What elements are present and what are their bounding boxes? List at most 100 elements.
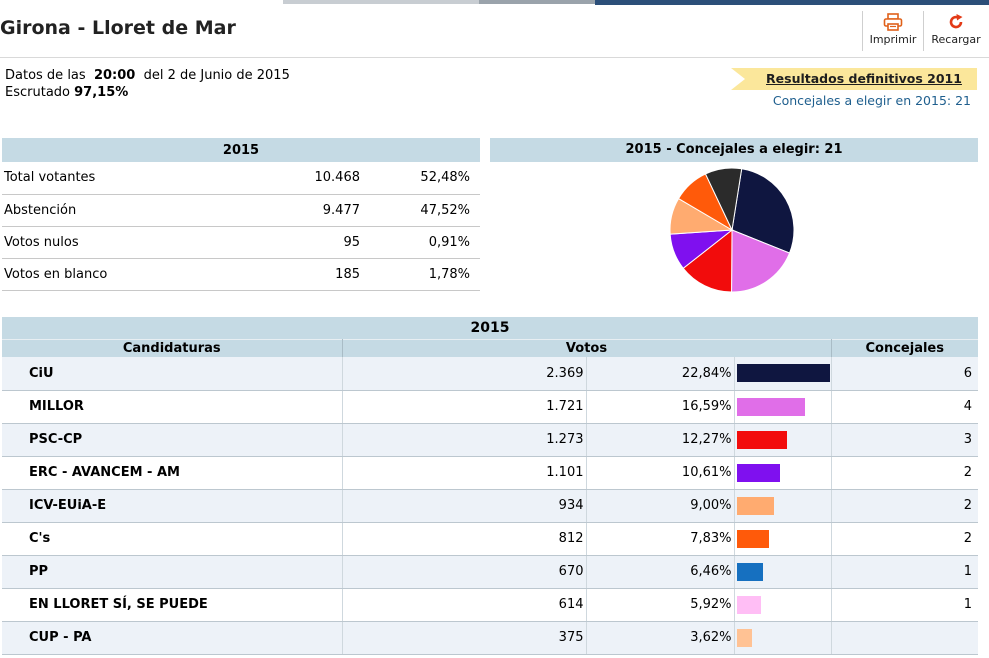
- summary-row: Total votantes 10.468 52,48%: [2, 162, 480, 195]
- escrutado-label: Escrutado: [5, 85, 70, 100]
- summary-table: 2015 Total votantes 10.468 52,48% Absten…: [2, 138, 480, 291]
- seats-pie-chart: [669, 167, 795, 293]
- summary-value: 185: [230, 258, 360, 291]
- party-vote-bar: [736, 430, 787, 449]
- seats-pie-panel: 2015 - Concejales a elegir: 21: [490, 138, 978, 293]
- party-vote-bar: [736, 562, 763, 581]
- party-pct: 7,83%: [586, 522, 735, 556]
- party-pct: 16,59%: [586, 390, 735, 424]
- party-seats: 3: [831, 423, 978, 457]
- party-bar-cell: [734, 390, 832, 424]
- results-table: 2015 Candidaturas Votos Concejales CiU 2.…: [2, 317, 978, 655]
- ribbon-shape: [731, 68, 977, 90]
- party-bar-cell: [734, 522, 832, 556]
- summary-pct: 52,48%: [360, 162, 480, 195]
- party-seats: 1: [831, 588, 978, 622]
- pie-slice: [704, 167, 743, 232]
- party-seats: 4: [831, 390, 978, 424]
- party-votes: 614: [342, 588, 587, 622]
- party-pct: 22,84%: [586, 357, 735, 391]
- party-bar-cell: [734, 621, 832, 655]
- page-header: Girona - Lloret de Mar Imprimir Recargar: [0, 5, 989, 58]
- result-row: PP 670 6,46% 1: [2, 555, 978, 589]
- party-votes: 934: [342, 489, 587, 523]
- summary-label: Votos en blanco: [2, 258, 230, 291]
- result-row: EN LLORET SÍ, SE PUEDE 614 5,92% 1: [2, 588, 978, 622]
- scrutiny-info: Datos de las 20:00 del 2 de Junio de 201…: [5, 67, 290, 101]
- pie-slice: [682, 228, 733, 293]
- party-votes: 375: [342, 621, 587, 655]
- party-bar-cell: [734, 423, 832, 457]
- reload-button[interactable]: Recargar: [925, 11, 987, 51]
- party-pct: 9,00%: [586, 489, 735, 523]
- party-name: PP: [2, 555, 343, 589]
- tab-segment[interactable]: [283, 0, 479, 4]
- result-row: ERC - AVANCEM - AM 1.101 10,61% 2: [2, 456, 978, 490]
- result-row: C's 812 7,83% 2: [2, 522, 978, 556]
- top-tab-strip: [0, 0, 989, 5]
- summary-row: Abstención 9.477 47,52%: [2, 194, 480, 227]
- party-name: ERC - AVANCEM - AM: [2, 456, 343, 490]
- party-seats: 2: [831, 522, 978, 556]
- party-votes: 1.273: [342, 423, 587, 457]
- data-time: 20:00: [93, 68, 136, 83]
- data-time-line: Datos de las 20:00 del 2 de Junio de 201…: [5, 67, 290, 84]
- party-bar-cell: [734, 489, 832, 523]
- result-row: PSC-CP 1.273 12,27% 3: [2, 423, 978, 457]
- col-header-party: Candidaturas: [2, 338, 343, 357]
- summary-row: Votos en blanco 185 1,78%: [2, 258, 480, 291]
- pie-slice: [731, 229, 791, 293]
- tab-segment-active[interactable]: [595, 0, 989, 5]
- concejales-to-elect: Concejales a elegir en 2015: 21: [772, 93, 971, 108]
- reload-label: Recargar: [931, 33, 981, 46]
- party-bar-cell: [734, 588, 832, 622]
- party-pct: 5,92%: [586, 588, 735, 622]
- party-pct: 10,61%: [586, 456, 735, 490]
- result-row: ICV-EUiA-E 934 9,00% 2: [2, 489, 978, 523]
- party-bar-cell: [734, 357, 832, 391]
- party-vote-bar: [736, 397, 805, 416]
- party-vote-bar: [736, 529, 769, 548]
- party-pct: 3,62%: [586, 621, 735, 655]
- summary-label: Votos nulos: [2, 226, 230, 259]
- party-votes: 670: [342, 555, 587, 589]
- result-row: MILLOR 1.721 16,59% 4: [2, 390, 978, 424]
- summary-pct: 47,52%: [360, 194, 480, 227]
- summary-value: 9.477: [230, 194, 360, 227]
- party-votes: 2.369: [342, 357, 587, 391]
- party-seats: 2: [831, 489, 978, 523]
- party-seats: [831, 621, 978, 655]
- printer-icon: [883, 13, 903, 31]
- party-pct: 12,27%: [586, 423, 735, 457]
- print-button[interactable]: Imprimir: [862, 11, 924, 51]
- party-votes: 812: [342, 522, 587, 556]
- pie-slice: [731, 168, 795, 254]
- pie-title: 2015 - Concejales a elegir: 21: [490, 138, 978, 162]
- party-vote-bar: [736, 595, 761, 614]
- summary-label: Abstención: [2, 194, 230, 227]
- page-title: Girona - Lloret de Mar: [0, 17, 236, 39]
- party-bar-cell: [734, 456, 832, 490]
- escrutado-line: Escrutado 97,15%: [5, 84, 290, 101]
- summary-label: Total votantes: [2, 162, 230, 195]
- party-seats: 6: [831, 357, 978, 391]
- tab-segment[interactable]: [479, 0, 595, 4]
- party-name: C's: [2, 522, 343, 556]
- party-pct: 6,46%: [586, 555, 735, 589]
- party-name: ICV-EUiA-E: [2, 489, 343, 523]
- party-name: PSC-CP: [2, 423, 343, 457]
- party-name: EN LLORET SÍ, SE PUEDE: [2, 588, 343, 622]
- col-header-votes: Votos: [342, 338, 832, 357]
- party-name: MILLOR: [2, 390, 343, 424]
- summary-row: Votos nulos 95 0,91%: [2, 226, 480, 259]
- party-name: CiU: [2, 357, 343, 391]
- data-date: del 2 de Junio de 2015: [143, 68, 290, 83]
- summary-year-header: 2015: [2, 138, 480, 162]
- results-2011-label[interactable]: Resultados definitivos 2011: [766, 71, 962, 86]
- party-vote-bar: [736, 496, 774, 515]
- party-vote-bar: [736, 364, 830, 383]
- party-seats: 1: [831, 555, 978, 589]
- results-2011-link[interactable]: Resultados definitivos 2011: [731, 68, 977, 90]
- col-header-seats: Concejales: [831, 338, 978, 357]
- party-votes: 1.101: [342, 456, 587, 490]
